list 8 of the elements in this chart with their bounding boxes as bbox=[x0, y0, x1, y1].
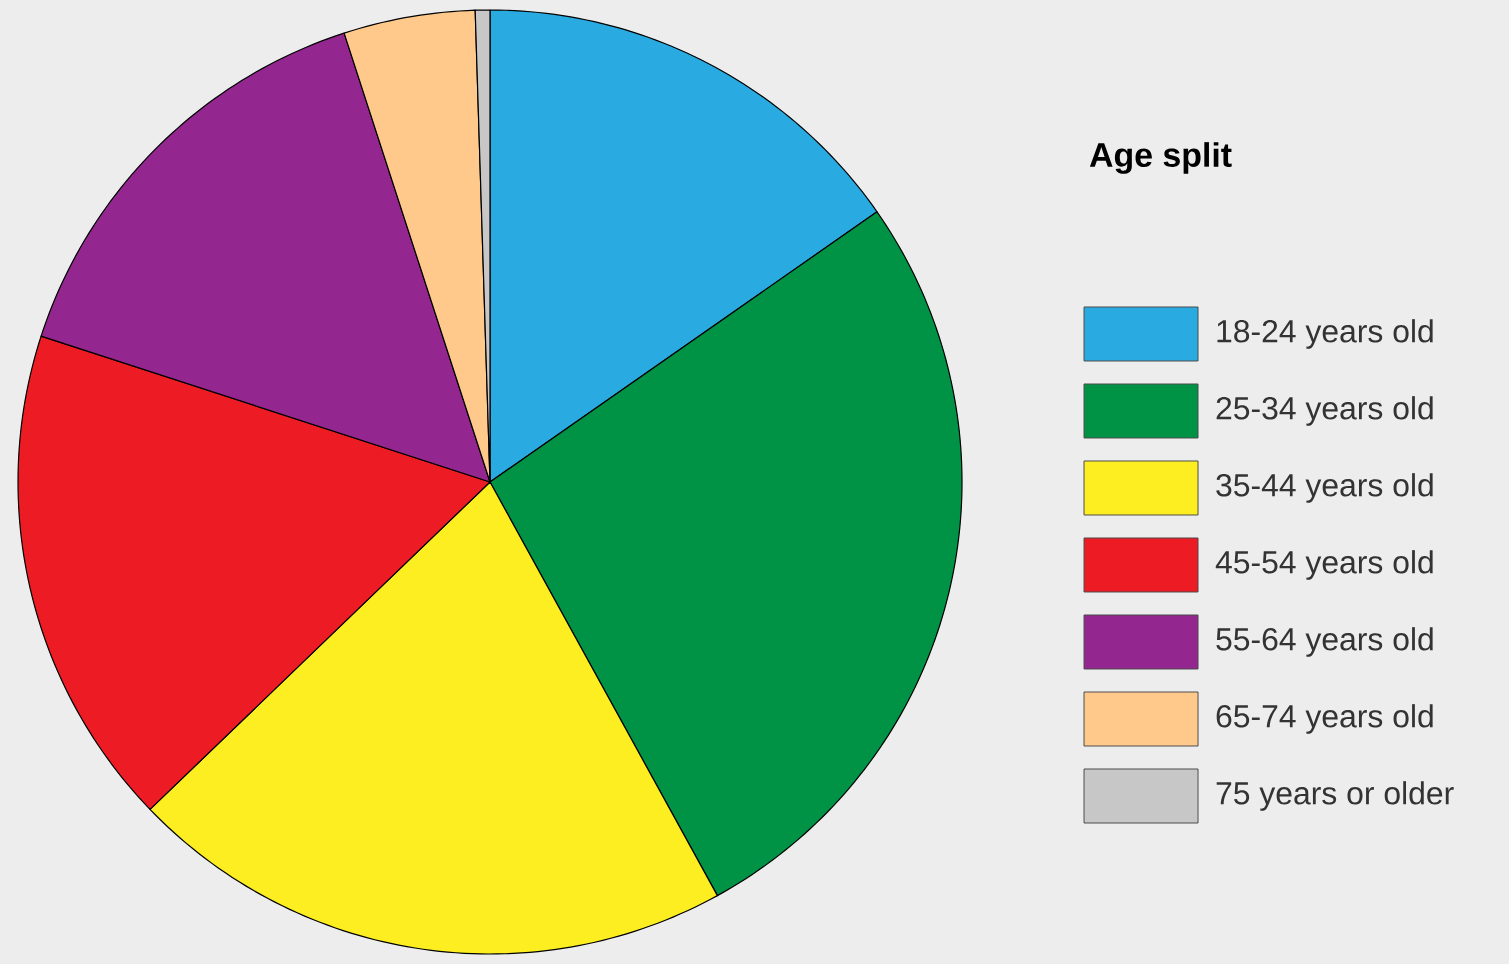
legend-label: 65-74 years old bbox=[1216, 704, 1433, 734]
legend-label: 18-24 years old bbox=[1217, 319, 1433, 349]
legend-label: 25-34 years old bbox=[1216, 396, 1433, 426]
legend-label: 45-54 years old bbox=[1215, 550, 1433, 580]
legend-title: Age split bbox=[1089, 142, 1232, 174]
legend-label: 75 years or older bbox=[1216, 781, 1454, 811]
legend-label: 35-44 years old bbox=[1216, 473, 1433, 503]
legend-label: 55-64 years old bbox=[1216, 627, 1433, 657]
